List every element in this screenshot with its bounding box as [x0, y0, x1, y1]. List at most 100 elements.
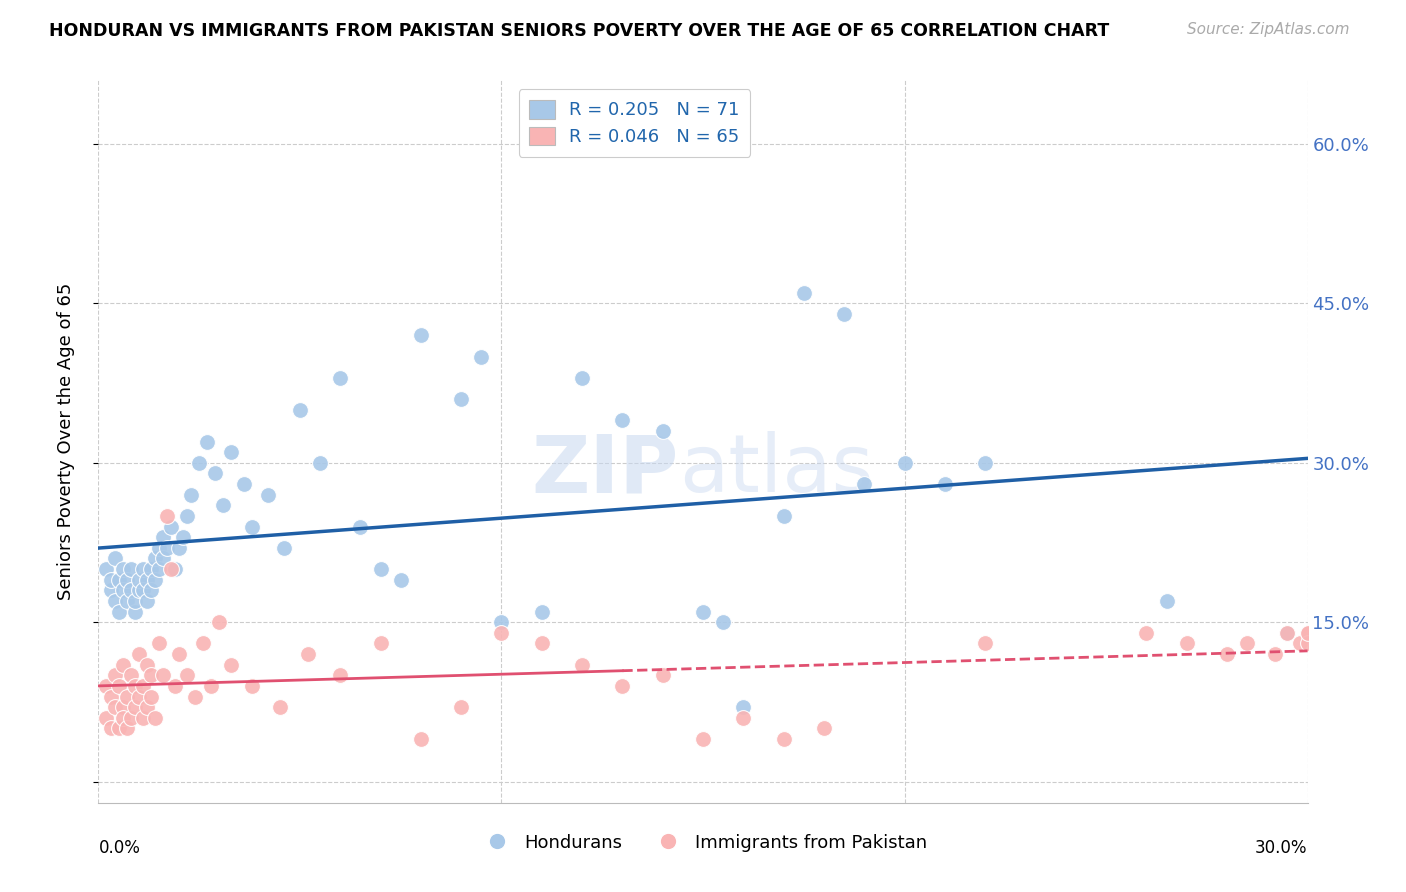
Point — [167, 541, 190, 555]
Point — [221, 445, 243, 459]
Point — [1216, 647, 1239, 661]
Point — [309, 456, 332, 470]
Point — [120, 583, 142, 598]
Point — [139, 562, 162, 576]
Point — [172, 530, 194, 544]
Point — [772, 732, 794, 747]
Point — [813, 722, 835, 736]
Point — [370, 562, 392, 576]
Text: 30.0%: 30.0% — [1256, 838, 1308, 857]
Point — [1175, 636, 1198, 650]
Point — [156, 508, 179, 523]
Point — [111, 583, 134, 598]
Point — [120, 562, 142, 576]
Point — [793, 285, 815, 300]
Point — [256, 488, 278, 502]
Point — [143, 711, 166, 725]
Point — [491, 625, 513, 640]
Point — [132, 679, 155, 693]
Point — [176, 508, 198, 523]
Point — [329, 371, 352, 385]
Point — [143, 573, 166, 587]
Point — [107, 573, 129, 587]
Point — [612, 679, 634, 693]
Point — [832, 307, 855, 321]
Point — [184, 690, 207, 704]
Point — [152, 668, 174, 682]
Text: HONDURAN VS IMMIGRANTS FROM PAKISTAN SENIORS POVERTY OVER THE AGE OF 65 CORRELAT: HONDURAN VS IMMIGRANTS FROM PAKISTAN SEN… — [49, 22, 1109, 40]
Point — [103, 551, 125, 566]
Point — [124, 679, 146, 693]
Point — [107, 679, 129, 693]
Point — [167, 647, 190, 661]
Point — [124, 594, 146, 608]
Text: 0.0%: 0.0% — [98, 838, 141, 857]
Point — [1135, 625, 1157, 640]
Point — [221, 657, 243, 672]
Point — [152, 551, 174, 566]
Point — [100, 583, 122, 598]
Point — [651, 424, 673, 438]
Point — [148, 636, 170, 650]
Point — [103, 668, 125, 682]
Point — [120, 711, 142, 725]
Point — [1277, 625, 1299, 640]
Point — [389, 573, 412, 587]
Y-axis label: Seniors Poverty Over the Age of 65: Seniors Poverty Over the Age of 65 — [56, 283, 75, 600]
Point — [188, 456, 211, 470]
Point — [193, 636, 215, 650]
Point — [297, 647, 319, 661]
Point — [612, 413, 634, 427]
Point — [195, 434, 218, 449]
Text: atlas: atlas — [679, 432, 873, 509]
Point — [409, 732, 432, 747]
Point — [111, 711, 134, 725]
Point — [370, 636, 392, 650]
Point — [974, 456, 997, 470]
Text: Source: ZipAtlas.com: Source: ZipAtlas.com — [1187, 22, 1350, 37]
Point — [115, 573, 138, 587]
Point — [124, 605, 146, 619]
Point — [135, 573, 157, 587]
Point — [111, 562, 134, 576]
Point — [176, 668, 198, 682]
Point — [450, 392, 472, 406]
Point — [124, 700, 146, 714]
Point — [160, 562, 183, 576]
Point — [163, 562, 186, 576]
Point — [132, 562, 155, 576]
Point — [450, 700, 472, 714]
Point — [115, 690, 138, 704]
Point — [208, 615, 231, 630]
Point — [156, 541, 179, 555]
Legend: Hondurans, Immigrants from Pakistan: Hondurans, Immigrants from Pakistan — [472, 826, 934, 859]
Point — [128, 573, 150, 587]
Point — [96, 711, 118, 725]
Point — [571, 371, 593, 385]
Point — [204, 467, 226, 481]
Point — [139, 583, 162, 598]
Point — [530, 605, 553, 619]
Point — [115, 594, 138, 608]
Text: ZIP: ZIP — [531, 432, 679, 509]
Point — [470, 350, 492, 364]
Point — [96, 562, 118, 576]
Point — [269, 700, 291, 714]
Point — [152, 530, 174, 544]
Point — [240, 679, 263, 693]
Point — [135, 594, 157, 608]
Point — [733, 700, 755, 714]
Point — [1264, 647, 1286, 661]
Point — [288, 402, 311, 417]
Point — [212, 498, 235, 512]
Point — [128, 647, 150, 661]
Point — [128, 690, 150, 704]
Point — [148, 562, 170, 576]
Point — [974, 636, 997, 650]
Point — [135, 657, 157, 672]
Point — [115, 722, 138, 736]
Point — [491, 615, 513, 630]
Point — [1296, 625, 1319, 640]
Point — [329, 668, 352, 682]
Point — [200, 679, 222, 693]
